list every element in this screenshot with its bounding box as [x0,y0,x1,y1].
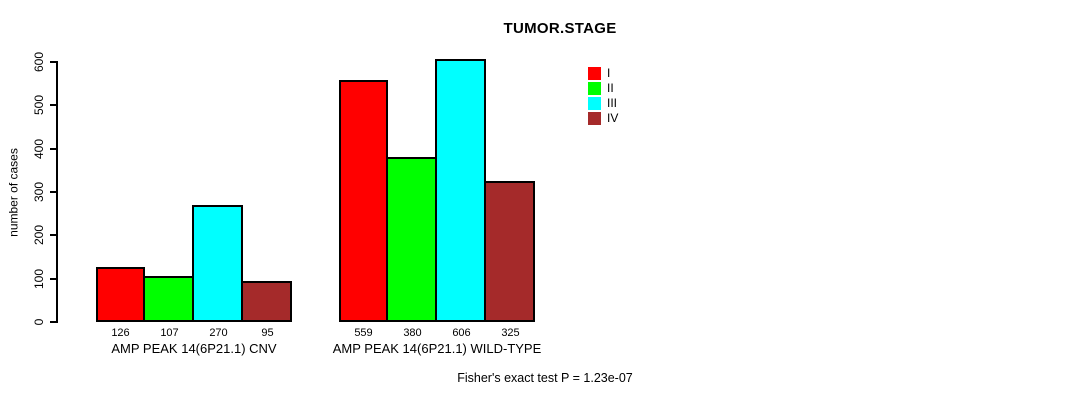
y-axis-tick [50,191,58,193]
bar-iv-group2 [484,181,535,322]
bar-value-label: 126 [111,327,130,339]
bar-ii-group2 [386,157,437,322]
legend-swatch-ii [588,82,601,95]
bar-value-label: 270 [209,327,228,339]
y-axis-tick-label: 200 [32,225,46,246]
y-axis-title: number of cases [6,148,21,237]
y-axis-tick-label: 400 [32,138,46,159]
bar-i-group1 [96,267,145,322]
y-axis-tick [50,104,58,107]
legend-swatch-iv [588,112,601,125]
bar-iv-group1 [241,280,292,322]
bar-value-label: 380 [403,327,422,339]
legend-row-iii: III [588,96,618,111]
x-group-label: AMP PEAK 14(6P21.1) CNV [111,341,277,356]
bar-value-label: 325 [501,327,520,339]
legend-row-i: I [588,66,618,81]
bar-value-label: 606 [452,327,471,339]
bar-value-label: 559 [354,327,373,339]
y-axis-tick [50,277,58,280]
legend-row-iv: IV [588,111,618,126]
bar-iii-group1 [192,205,243,322]
y-axis-tick-label: 600 [32,51,46,73]
y-axis-tick [50,61,58,63]
legend-label: IV [607,111,619,125]
legend-swatch-iii [588,97,601,110]
y-axis-tick [50,147,58,150]
bar-value-label: 95 [261,327,274,339]
legend-label: III [607,96,618,110]
y-axis-tick [50,321,58,323]
y-axis-tick-label: 300 [32,181,46,203]
fisher-test-annotation: Fisher's exact test P = 1.23e-07 [457,371,633,385]
y-axis-tick-label: 100 [32,268,46,289]
legend-label: II [607,81,614,95]
chart-title: TUMOR.STAGE [503,20,617,37]
legend-label: I [607,66,611,80]
y-axis-tick-label: 500 [32,95,46,116]
bar-value-label: 107 [160,327,179,339]
legend-swatch-i [588,67,601,80]
legend-row-ii: II [588,81,618,96]
bar-i-group2 [339,79,388,322]
x-group-label: AMP PEAK 14(6P21.1) WILD-TYPE [332,341,542,356]
y-axis-tick [50,234,58,237]
y-axis-tick-label: 0 [32,318,46,326]
bar-iii-group2 [435,59,486,322]
legend: I II III IV [588,66,618,126]
bar-ii-group1 [143,275,194,322]
